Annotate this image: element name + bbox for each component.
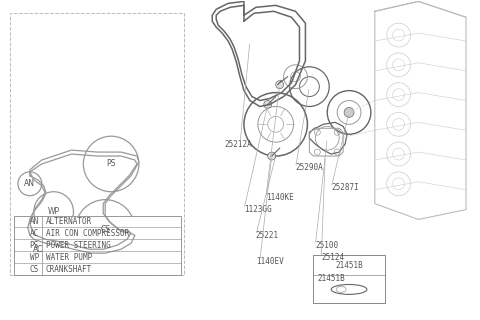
Text: AN: AN <box>29 217 39 226</box>
Text: 25287I: 25287I <box>331 183 359 192</box>
Text: 25100: 25100 <box>315 241 338 250</box>
Text: 25290A: 25290A <box>296 164 323 172</box>
Circle shape <box>268 152 276 160</box>
Text: WP: WP <box>29 253 39 262</box>
Text: 21451B: 21451B <box>317 275 345 284</box>
Circle shape <box>264 100 272 108</box>
Text: POWER STEERING: POWER STEERING <box>46 241 110 250</box>
Text: AC: AC <box>29 229 39 238</box>
FancyBboxPatch shape <box>14 215 180 275</box>
Text: AN: AN <box>24 179 36 188</box>
Text: AC: AC <box>33 245 43 254</box>
Text: WP: WP <box>48 207 60 216</box>
Text: 1123GG: 1123GG <box>244 205 272 214</box>
Text: ALTERNATOR: ALTERNATOR <box>46 217 92 226</box>
Text: 25212A: 25212A <box>224 140 252 148</box>
Text: AIR CON COMPRESSOR: AIR CON COMPRESSOR <box>46 229 129 238</box>
Text: WATER PUMP: WATER PUMP <box>46 253 92 262</box>
Text: CRANKSHAFT: CRANKSHAFT <box>46 265 92 274</box>
FancyBboxPatch shape <box>313 255 385 303</box>
Text: PS: PS <box>29 241 39 250</box>
Text: 21451B: 21451B <box>335 261 363 270</box>
Text: 1140KE: 1140KE <box>266 193 294 202</box>
Text: 25221: 25221 <box>256 231 279 240</box>
Text: PS: PS <box>107 159 116 168</box>
Circle shape <box>276 81 284 89</box>
Circle shape <box>344 108 354 117</box>
Text: CS: CS <box>100 225 110 234</box>
Text: 1140EV: 1140EV <box>256 257 284 266</box>
Text: 25124: 25124 <box>321 253 345 262</box>
Text: CS: CS <box>29 265 39 274</box>
